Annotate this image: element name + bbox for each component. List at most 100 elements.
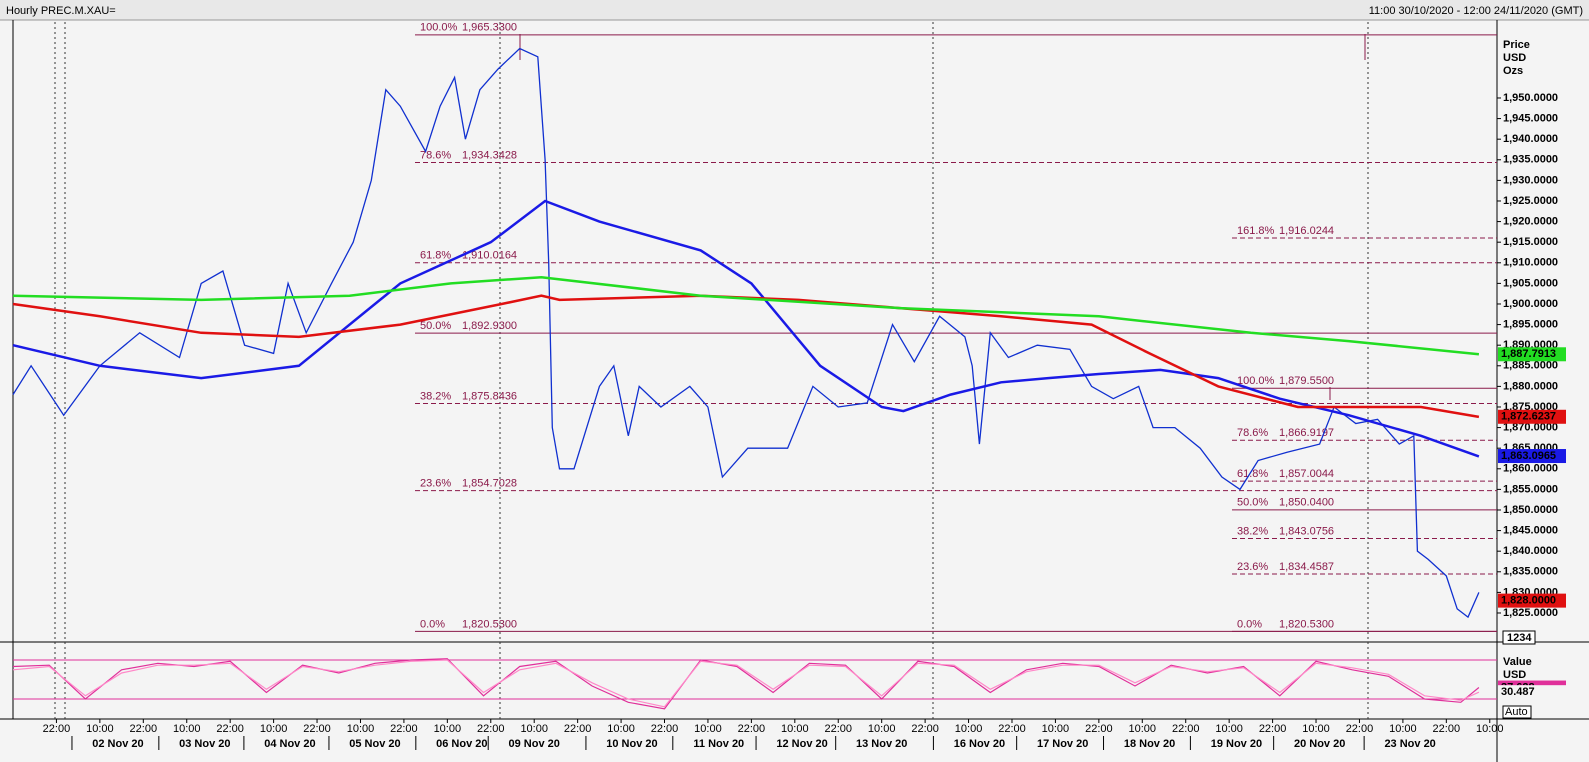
y-tick-label: 1,935.0000 [1503, 154, 1558, 166]
fib-pct: 23.6% [1237, 561, 1268, 573]
x-tick-label: 22:00 [824, 723, 852, 735]
y-tick-label: 1,925.0000 [1503, 195, 1558, 207]
x-tick-label: 10:00 [434, 723, 462, 735]
x-tick-label: 10:00 [781, 723, 809, 735]
y-tick-label: 1,845.0000 [1503, 524, 1558, 536]
fib-pct: 161.8% [1237, 225, 1275, 237]
y-tick-label: 1,940.0000 [1503, 133, 1558, 145]
x-tick-label: 22:00 [303, 723, 331, 735]
y-tick-label: 1,950.0000 [1503, 92, 1558, 104]
date-tick-label: 03 Nov 20 [179, 738, 230, 750]
y-tick-label: 1,870.0000 [1503, 421, 1558, 433]
date-tick-label: 19 Nov 20 [1211, 738, 1262, 750]
fib-value: 1,866.9197 [1279, 427, 1334, 439]
x-tick-label: 10:00 [260, 723, 288, 735]
x-tick-label: 22:00 [43, 723, 71, 735]
x-tick-label: 22:00 [911, 723, 939, 735]
fib-value: 1,965.3300 [462, 22, 517, 34]
y-axis-label: Value [1503, 656, 1532, 668]
price-badge-label: 1,828.0000 [1501, 595, 1556, 607]
x-tick-label: 10:00 [347, 723, 375, 735]
date-tick-label: 10 Nov 20 [606, 738, 657, 750]
date-tick-label: 18 Nov 20 [1124, 738, 1175, 750]
series-line [12, 47, 1480, 619]
y-tick-label: 1,895.0000 [1503, 318, 1558, 330]
fib-pct: 0.0% [1237, 618, 1262, 630]
series-line [12, 294, 1480, 419]
y-tick-label: 1,885.0000 [1503, 360, 1558, 372]
date-tick-label: 12 Nov 20 [776, 738, 827, 750]
y-axis-label: USD [1503, 669, 1526, 681]
date-tick-label: 16 Nov 20 [954, 738, 1005, 750]
x-tick-label: 22:00 [216, 723, 244, 735]
fib-value: 1,875.8436 [462, 390, 517, 402]
price-badge-label: 1,872.6237 [1501, 411, 1556, 423]
fib-pct: 61.8% [1237, 468, 1268, 480]
date-tick-label: 13 Nov 20 [856, 738, 907, 750]
date-tick-label: 17 Nov 20 [1037, 738, 1088, 750]
scale-mode-label: Auto [1505, 706, 1528, 718]
fib-pct: 38.2% [1237, 525, 1268, 537]
x-tick-label: 10:00 [955, 723, 983, 735]
x-tick-label: 10:00 [1215, 723, 1243, 735]
x-tick-label: 22:00 [130, 723, 158, 735]
date-tick-label: 04 Nov 20 [264, 738, 315, 750]
x-tick-label: 22:00 [1433, 723, 1461, 735]
x-tick-label: 10:00 [520, 723, 548, 735]
chart-title: Hourly PREC.M.XAU= [6, 5, 116, 17]
fib-value: 1,854.7028 [462, 478, 517, 490]
title-bar [0, 0, 1589, 20]
y-tick-label: 1,920.0000 [1503, 215, 1558, 227]
price-badge [1498, 593, 1566, 608]
y-tick-label: 1,915.0000 [1503, 236, 1558, 248]
price-badge [1498, 449, 1566, 464]
date-tick-label: 20 Nov 20 [1294, 738, 1345, 750]
fib-value: 1,879.5500 [1279, 375, 1334, 387]
y-tick-label: 1,855.0000 [1503, 483, 1558, 495]
y-tick-label: 1,910.0000 [1503, 257, 1558, 269]
date-tick-label: 06 Nov 20 [436, 738, 487, 750]
x-tick-label: 10:00 [1042, 723, 1070, 735]
y-tick-label: 1,825.0000 [1503, 607, 1558, 619]
x-tick-label: 10:00 [173, 723, 201, 735]
fib-value: 1,857.0044 [1279, 468, 1334, 480]
date-tick-label: 23 Nov 20 [1384, 738, 1435, 750]
scale-mode-box [1502, 705, 1532, 719]
price-badge [1498, 409, 1566, 424]
y-axis-label: Price [1503, 39, 1530, 51]
y-tick-label: 1,840.0000 [1503, 545, 1558, 557]
fib-value: 1,850.0400 [1279, 497, 1334, 509]
x-tick-label: 22:00 [564, 723, 592, 735]
fib-value: 1,934.3428 [462, 149, 517, 161]
x-tick-label: 10:00 [694, 723, 722, 735]
date-tick-label: 02 Nov 20 [92, 738, 143, 750]
y-tick-label: 1,905.0000 [1503, 277, 1558, 289]
x-tick-label: 22:00 [477, 723, 505, 735]
y-tick-label: 1,850.0000 [1503, 504, 1558, 516]
markers [54, 22, 1369, 719]
x-tick-label: 22:00 [651, 723, 679, 735]
x-tick-label: 10:00 [1302, 723, 1330, 735]
x-tick-label: 10:00 [86, 723, 114, 735]
fib-pct: 38.2% [420, 390, 451, 402]
fib-pct: 0.0% [420, 618, 445, 630]
fib-value: 1,834.4587 [1279, 561, 1334, 573]
date-range: 11:00 30/10/2020 - 12:00 24/11/2020 (GMT… [1369, 5, 1583, 17]
fib-value: 1,820.5300 [462, 618, 517, 630]
y-tick-label: 1,860.0000 [1503, 463, 1558, 475]
footer-box-label: 1234 [1507, 632, 1532, 644]
y-tick-label: 1,880.0000 [1503, 380, 1558, 392]
last-value-label: 30.487 [1501, 686, 1535, 698]
fib-pct: 61.8% [420, 250, 451, 262]
y-tick-label: 1,835.0000 [1503, 566, 1558, 578]
fib-value: 1,843.0756 [1279, 525, 1334, 537]
date-tick-label: 11 Nov 20 [693, 738, 744, 750]
fib-pct: 100.0% [1237, 375, 1275, 387]
x-tick-label: 22:00 [1346, 723, 1374, 735]
fib-pct: 78.6% [1237, 427, 1268, 439]
fib-pct: 50.0% [420, 320, 451, 332]
date-tick-label: 05 Nov 20 [349, 738, 400, 750]
